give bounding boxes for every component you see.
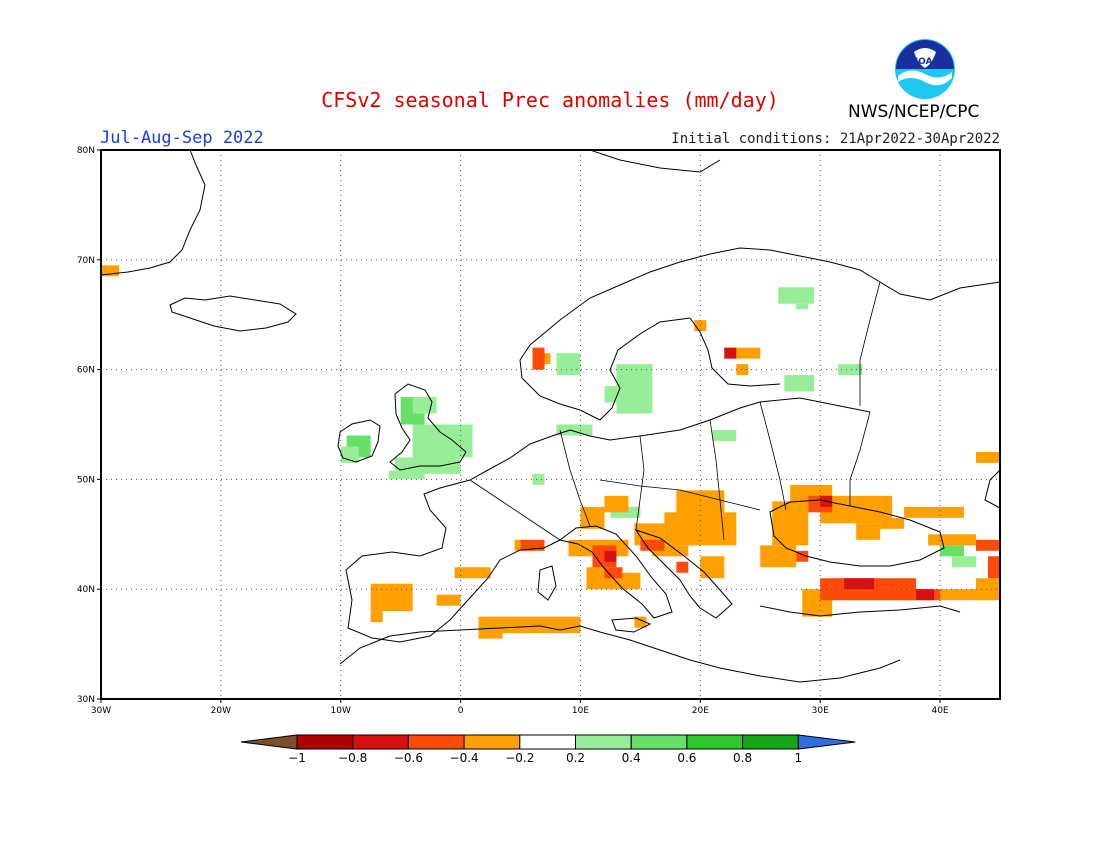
anomaly-cell: [724, 347, 737, 359]
anomaly-cell: [928, 534, 977, 546]
colorbar-low-arrow: [240, 734, 298, 750]
colorbar-label: 0.6: [677, 751, 696, 765]
colorbar-label: −0.4: [450, 751, 479, 765]
logo-text: NOAA: [911, 57, 940, 67]
lon-label: 10W: [331, 706, 351, 716]
anomaly-cell: [532, 347, 545, 370]
lat-label: 50N: [77, 475, 95, 485]
anomaly-cell: [796, 550, 809, 562]
anomaly-cell: [436, 594, 461, 606]
anomaly-cell: [976, 539, 1000, 551]
colorbar-label: −0.8: [338, 751, 367, 765]
anomaly-cells: [101, 265, 1000, 639]
anomaly-cell: [412, 424, 473, 458]
colorbar-swatch: [296, 734, 354, 750]
anomaly-cell: [988, 556, 1000, 579]
organization-label: NWS/NCEP/CPC: [848, 102, 980, 122]
anomaly-cell: [640, 539, 665, 551]
anomaly-cell: [712, 429, 737, 441]
colorbar-swatch: [352, 734, 409, 750]
anomaly-cell: [796, 303, 809, 310]
lon-label: 30W: [91, 706, 111, 716]
anomaly-cell: [604, 386, 629, 403]
colorbar-swatch: [463, 734, 521, 750]
anomaly-cell: [856, 523, 881, 540]
lon-label: 20E: [692, 706, 709, 716]
anomaly-cell: [370, 611, 383, 623]
anomaly-cell: [580, 506, 605, 529]
anomaly-cell: [700, 556, 725, 579]
anomaly-cell: [976, 451, 1000, 463]
anomaly-cell: [520, 539, 545, 551]
colorbar: −1 −0.8 −0.6 −0.4 −0.2 0.2 0.4 0.6 0.8 1: [240, 734, 856, 765]
anomaly-cell: [634, 616, 647, 628]
colorbar-swatch: [407, 734, 465, 750]
colorbar-label: −0.6: [394, 751, 423, 765]
lon-label: 30E: [812, 706, 829, 716]
lat-label: 60N: [77, 366, 95, 376]
lat-label: 80N: [77, 146, 95, 156]
anomaly-cell: [904, 506, 941, 518]
anomaly-cell: [604, 495, 629, 513]
lat-label: 70N: [77, 256, 95, 266]
colorbar-high-arrow: [797, 734, 856, 750]
colorbar-swatch: [575, 734, 632, 750]
colorbar-label: 0.4: [622, 751, 641, 765]
anomaly-cell: [532, 473, 545, 485]
anomaly-cell: [760, 545, 797, 568]
anomaly-cell: [736, 364, 749, 376]
noaa-logo-icon: NOAA: [895, 39, 955, 99]
map-frame: [100, 149, 1001, 700]
anomaly-cell: [556, 424, 593, 436]
anomaly-cell: [940, 506, 965, 518]
colorbar-swatch: [630, 734, 688, 750]
colorbar-swatch: [742, 734, 799, 750]
initial-conditions: Initial conditions: 21Apr2022-30Apr2022: [671, 131, 1000, 147]
anomaly-cell: [454, 567, 491, 579]
anomaly-cell: [838, 364, 863, 376]
anomaly-cell: [556, 353, 581, 376]
colorbar-label: −0.2: [505, 751, 534, 765]
lat-label: 30N: [77, 695, 95, 705]
anomaly-cell: [478, 627, 503, 639]
anomaly-cell: [412, 397, 437, 414]
anomaly-cell: [880, 517, 905, 529]
anomaly-cell: [652, 545, 689, 557]
anomaly-cell: [101, 265, 119, 277]
anomaly-cell: [388, 470, 425, 480]
colorbar-swatch: [519, 734, 576, 750]
anomaly-cell: [724, 347, 761, 359]
lon-label: 10E: [572, 706, 589, 716]
colorbar-label: 0.2: [566, 751, 585, 765]
anomaly-cell: [952, 556, 977, 568]
anomaly-cell: [610, 506, 641, 518]
coastlines: [101, 150, 1000, 683]
anomaly-cell: [778, 287, 815, 304]
anomaly-cell: [916, 589, 935, 601]
colorbar-label: 1: [794, 751, 802, 765]
anomaly-cell: [676, 561, 689, 573]
colorbar-swatch: [686, 734, 744, 750]
anomaly-cell: [604, 550, 617, 562]
chart-title: CFSv2 seasonal Prec anomalies (mm/day): [321, 88, 779, 112]
lat-label: 40N: [77, 585, 95, 595]
anomaly-cell: [976, 578, 1000, 601]
anomaly-cell: [370, 583, 413, 612]
lon-label: 20W: [211, 706, 231, 716]
anomaly-cell: [940, 545, 965, 557]
anomaly-cell: [772, 501, 809, 546]
anomaly-cell: [784, 375, 815, 392]
colorbar-label: 0.8: [733, 751, 752, 765]
anomaly-cell: [604, 567, 623, 579]
season-label: Jul-Aug-Sep 2022: [100, 128, 264, 148]
anomaly-cell: [616, 572, 641, 590]
lon-label: 40E: [931, 706, 948, 716]
anomaly-cell: [844, 578, 875, 590]
lon-label: 0: [458, 706, 464, 716]
colorbar-label: −1: [288, 751, 306, 765]
